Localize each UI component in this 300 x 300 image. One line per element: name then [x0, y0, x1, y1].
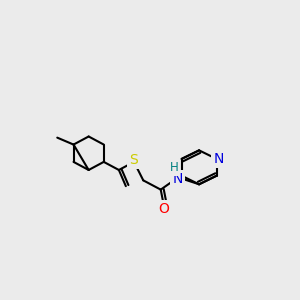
Text: N: N: [213, 152, 224, 166]
Text: N: N: [172, 172, 183, 186]
Text: H: H: [170, 161, 178, 174]
Text: S: S: [129, 153, 138, 167]
Text: O: O: [158, 202, 169, 216]
